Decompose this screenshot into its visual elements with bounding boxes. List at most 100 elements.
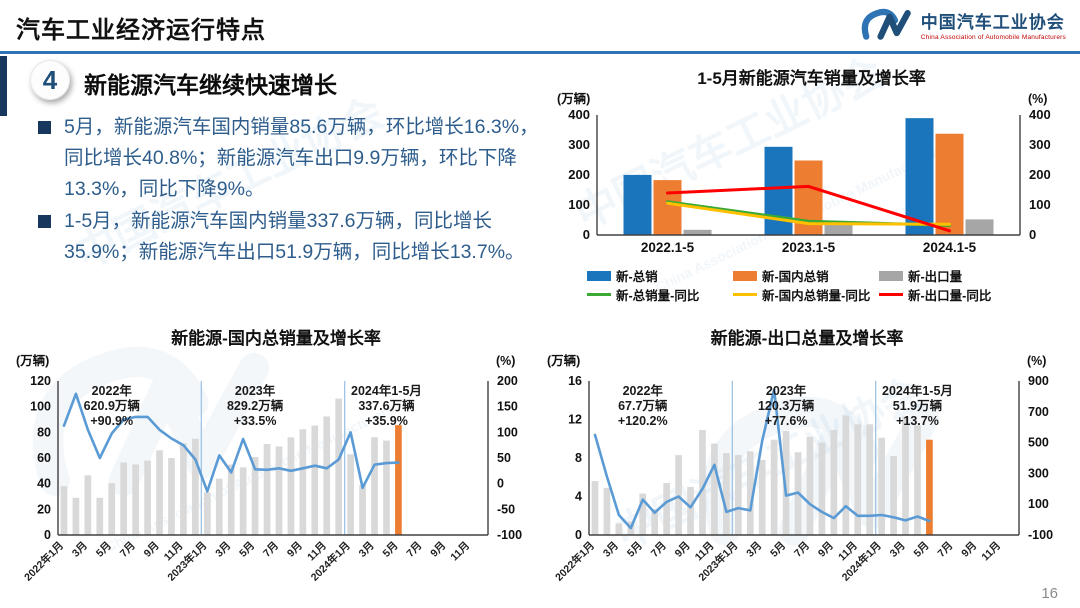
svg-text:620.9万辆: 620.9万辆	[84, 398, 141, 413]
bullet-item: 5月，新能源汽车国内销量85.6万辆，环比增长16.3%，同比增长40.8%；新…	[36, 112, 542, 204]
svg-text:16: 16	[568, 374, 582, 388]
section-number-badge: 4	[30, 60, 70, 100]
logo-org-name-en: China Association of Automobile Manufact…	[920, 33, 1066, 41]
svg-text:120: 120	[30, 374, 51, 388]
svg-text:400: 400	[568, 107, 590, 122]
svg-text:200: 200	[568, 167, 590, 182]
legend-line-swatch-icon	[879, 293, 903, 296]
svg-text:40: 40	[37, 477, 51, 491]
svg-text:0: 0	[575, 528, 582, 542]
svg-text:+90.9%: +90.9%	[90, 414, 133, 428]
svg-text:2024.1-5: 2024.1-5	[923, 240, 977, 255]
chart-plot-area: (万辆) (%) 120 100 80 60 40 20 0 200 150 100 50 0 -50 -10…	[12, 351, 540, 608]
legend-item: 新-出口量	[879, 266, 1025, 285]
svg-text:12: 12	[568, 413, 582, 427]
legend-item: 新-国内总销量-同比	[733, 285, 879, 304]
legend-line-swatch-icon	[733, 293, 757, 296]
legend-item: 新-总销量-同比	[587, 285, 733, 304]
svg-text:5月: 5月	[625, 540, 645, 560]
svg-text:3月: 3月	[213, 540, 233, 560]
svg-text:500: 500	[1028, 436, 1049, 450]
chart-export-volume-growth: 新能源-出口总量及增长率 (万辆) (%) 16 12 8 4 0 900 700 500 300 1…	[543, 324, 1071, 608]
legend-bar-swatch-icon	[587, 270, 611, 281]
bullet-item: 1-5月，新能源汽车国内销量337.6万辆，同比增长35.9%；新能源汽车出口5…	[36, 206, 542, 268]
svg-text:50: 50	[497, 451, 511, 465]
svg-text:150: 150	[497, 400, 518, 414]
svg-text:3月: 3月	[601, 540, 621, 560]
legend-line-swatch-icon	[587, 293, 611, 296]
svg-text:2022.1-5: 2022.1-5	[641, 240, 695, 255]
legend-item: 新-出口量-同比	[879, 285, 1025, 304]
svg-text:300: 300	[568, 137, 590, 152]
legend-label: 新-国内总销量-同比	[762, 289, 871, 303]
logo-org-name-cn: 中国汽车工业协会	[920, 12, 1065, 32]
svg-text:8: 8	[575, 451, 582, 465]
svg-text:400: 400	[1029, 107, 1051, 122]
svg-text:2022年1月: 2022年1月	[21, 539, 66, 584]
svg-text:3月: 3月	[70, 540, 90, 560]
svg-text:7月: 7月	[261, 540, 281, 560]
svg-text:0: 0	[583, 227, 590, 242]
svg-text:9月: 9月	[428, 540, 448, 560]
svg-text:(万辆): (万辆)	[547, 353, 580, 368]
svg-text:100: 100	[568, 197, 590, 212]
svg-text:200: 200	[1029, 167, 1051, 182]
svg-text:+120.2%: +120.2%	[618, 414, 668, 428]
caam-logo-swoosh-icon	[861, 8, 911, 40]
svg-text:2023年: 2023年	[766, 383, 807, 398]
svg-text:+13.7%: +13.7%	[896, 414, 939, 428]
svg-text:2023年: 2023年	[235, 383, 276, 398]
svg-text:(万辆): (万辆)	[16, 353, 49, 368]
svg-text:100: 100	[497, 425, 518, 439]
chart-plot-area: (万辆) (%) 400 300 200 100 0 400 300 200 100 0 2022.1-…	[553, 91, 1070, 264]
svg-text:2022年: 2022年	[92, 383, 133, 398]
page-number: 16	[1041, 585, 1058, 602]
svg-text:3月: 3月	[744, 540, 764, 560]
svg-text:7月: 7月	[935, 540, 955, 560]
svg-text:67.7万辆: 67.7万辆	[618, 398, 668, 413]
svg-text:-100: -100	[1028, 528, 1053, 542]
legend-label: 新-总销	[616, 270, 658, 284]
svg-text:11月: 11月	[979, 540, 1003, 564]
legend-item: 新-总销	[587, 266, 733, 285]
svg-text:0: 0	[44, 528, 51, 542]
svg-text:2024年1-5月: 2024年1-5月	[882, 383, 953, 398]
svg-text:5月: 5月	[380, 540, 400, 560]
svg-text:9月: 9月	[959, 540, 979, 560]
svg-text:-100: -100	[497, 528, 522, 542]
legend-bar-swatch-icon	[733, 270, 757, 281]
legend-label: 新-出口量-同比	[908, 289, 992, 303]
header-divider	[0, 51, 1080, 54]
caam-logo: 中国汽车工业协会 China Association of Automobile…	[859, 6, 1066, 42]
svg-text:(%): (%)	[1027, 354, 1046, 368]
svg-text:2022年: 2022年	[623, 383, 664, 398]
legend-label: 新-总销量-同比	[616, 289, 700, 303]
chart-domestic-sales-growth: 新能源-国内总销量及增长率 (万辆) (%) 120 100 80 60 40 20 0 200 1…	[12, 324, 540, 608]
left-accent-bar	[0, 56, 7, 116]
svg-text:2024年1-5月: 2024年1-5月	[351, 383, 422, 398]
svg-text:200: 200	[497, 374, 518, 388]
svg-text:3月: 3月	[357, 540, 377, 560]
svg-text:80: 80	[37, 425, 51, 439]
svg-text:2023.1-5: 2023.1-5	[782, 240, 836, 255]
chart-title: 1-5月新能源汽车销量及增长率	[697, 69, 926, 88]
svg-text:20: 20	[37, 502, 51, 516]
svg-text:5月: 5月	[237, 540, 257, 560]
svg-text:9月: 9月	[673, 540, 693, 560]
svg-text:2022年1月: 2022年1月	[552, 539, 597, 584]
svg-text:11月: 11月	[448, 540, 472, 564]
svg-text:7月: 7月	[118, 540, 138, 560]
section-heading: 新能源汽车继续快速增长	[84, 72, 337, 98]
svg-text:3月: 3月	[888, 540, 908, 560]
legend-item: 新-国内总销	[733, 266, 879, 285]
bullet-list: 5月，新能源汽车国内销量85.6万辆，环比增长16.3%，同比增长40.8%；新…	[36, 112, 542, 270]
svg-text:100: 100	[1028, 497, 1049, 511]
svg-text:+35.9%: +35.9%	[365, 414, 408, 428]
legend-label: 新-国内总销	[762, 270, 829, 284]
svg-text:0: 0	[497, 477, 504, 491]
svg-text:7月: 7月	[404, 540, 424, 560]
svg-text:829.2万辆: 829.2万辆	[227, 398, 284, 413]
svg-text:(%): (%)	[1028, 92, 1047, 106]
chart-title: 新能源-国内总销量及增长率	[171, 329, 381, 348]
